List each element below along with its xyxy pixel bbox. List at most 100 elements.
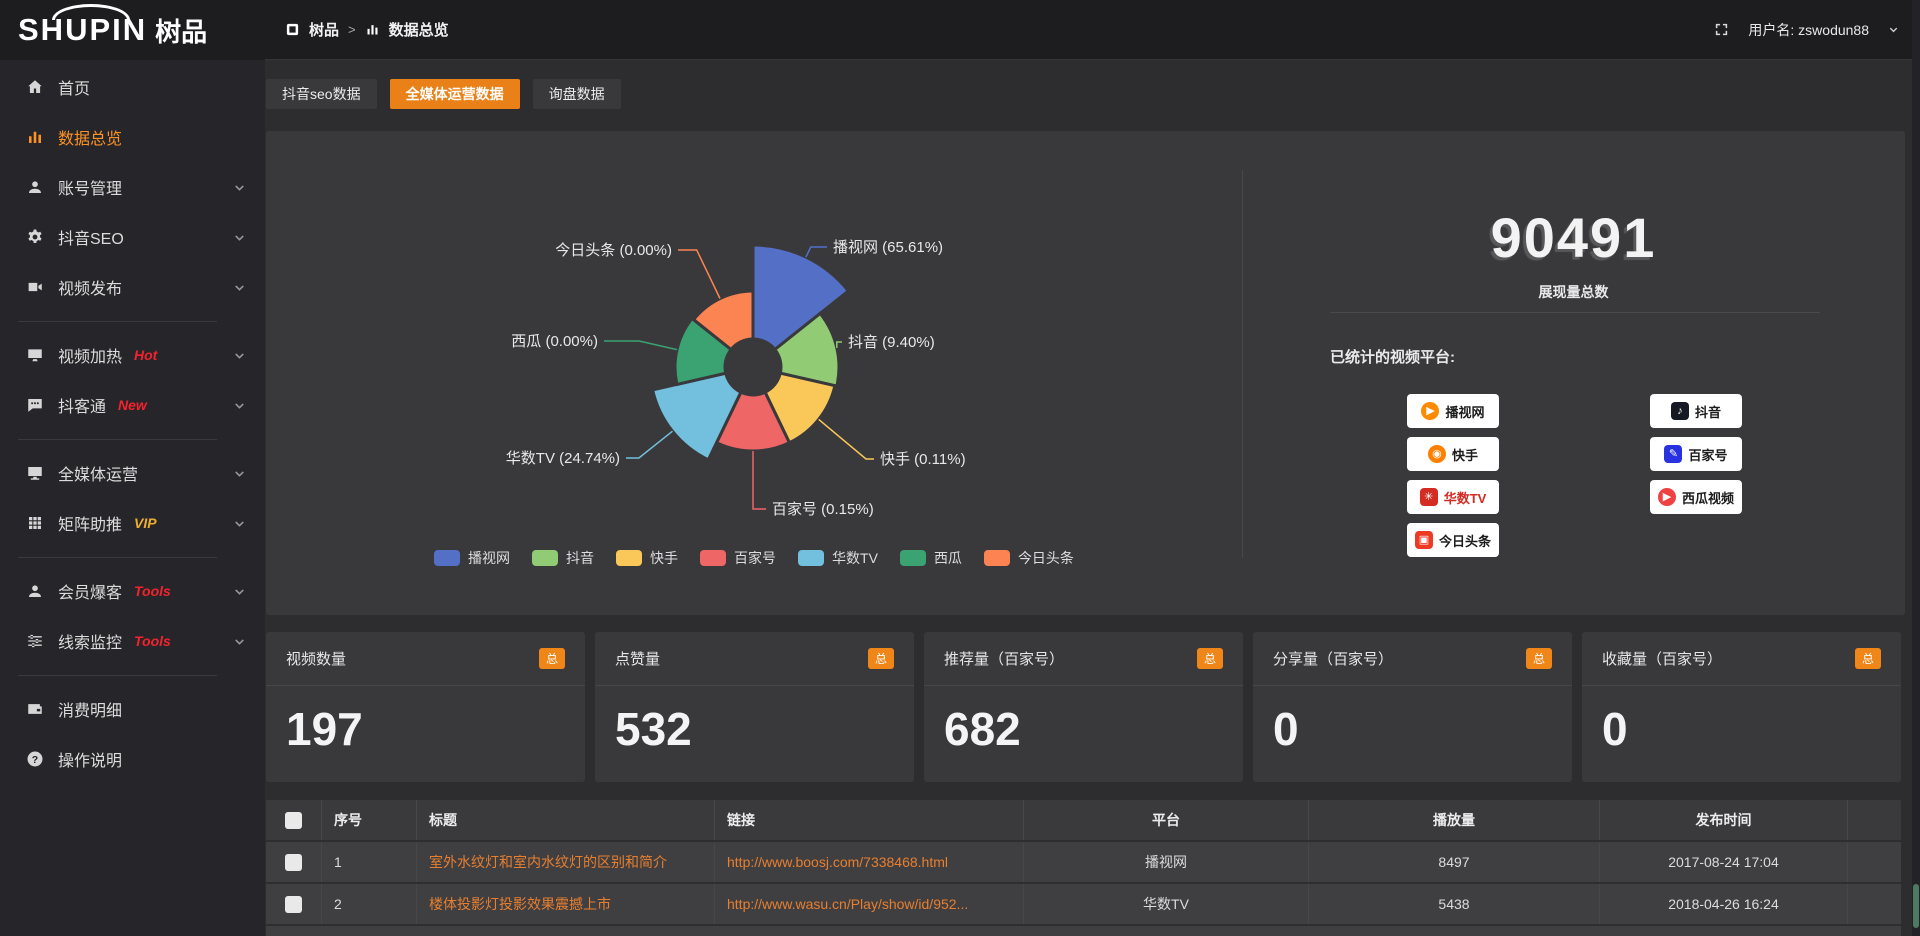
column-header: 序号 — [322, 800, 417, 840]
platform-badge-xigua[interactable]: ▶ 西瓜视频 — [1650, 480, 1742, 514]
sidebar-item-label: 抖音SEO — [58, 231, 124, 248]
stat-card-1: 点赞量 总 532 — [595, 632, 914, 782]
sidebar-item-video-heat[interactable]: 视频加热 Hot — [0, 330, 265, 380]
logo-arc-icon — [52, 4, 130, 20]
chat-icon — [28, 399, 42, 412]
platform-badge-name: 快手 — [1451, 447, 1478, 463]
stat-cards: 视频数量 总 197 点赞量 总 532 推荐量（百家号） 总 682 分享量（… — [266, 632, 1901, 782]
legend-item[interactable]: 西瓜 — [899, 548, 962, 568]
platform-badge-toutiao[interactable]: ▣ 今日头条 — [1407, 523, 1499, 557]
pie-slice-0[interactable] — [751, 243, 851, 352]
bar-chart-icon — [367, 25, 378, 35]
total-badge[interactable]: 总 — [1196, 648, 1223, 669]
column-header: 播放量 — [1309, 800, 1600, 840]
sidebar-item-member-baoke[interactable]: 会员爆客 Tools — [0, 566, 265, 616]
table-body: 1 室外水纹灯和室内水纹灯的区别和简介 http://www.boosj.com… — [266, 840, 1901, 924]
sidebar-item-clue-monitor[interactable]: 线索监控 Tools — [0, 616, 265, 666]
totals-pane: 90491 展现量总数 已统计的视频平台: ▶ 播视网 ◉ 快手 ✳ 华数TV … — [1242, 131, 1905, 615]
breadcrumb-root[interactable]: 树品 — [309, 22, 340, 39]
stat-card-2: 推荐量（百家号） 总 682 — [924, 632, 1243, 782]
select-all-checkbox[interactable] — [285, 811, 302, 829]
legend-item[interactable]: 今日头条 — [983, 548, 1074, 568]
total-badge[interactable]: 总 — [538, 648, 565, 669]
sidebar-item-matrix-boost[interactable]: 矩阵助推 VIP — [0, 498, 265, 548]
platform-badge-baijiahao-pen[interactable]: ✎ 百家号 — [1650, 437, 1742, 471]
cell-time: 2018-04-26 16:24 — [1600, 884, 1848, 924]
bar-chart-icon — [29, 131, 41, 143]
legend-item[interactable]: 抖音 — [532, 548, 594, 568]
chevron-down-icon — [235, 184, 244, 191]
pie-label-leader — [678, 249, 721, 299]
total-badge[interactable]: 总 — [1854, 648, 1881, 669]
chevron-down-icon[interactable] — [1887, 23, 1900, 36]
sidebar-item-data-overview[interactable]: 数据总览 — [0, 112, 265, 162]
sidebar-item-help[interactable]: ? 操作说明 — [0, 734, 265, 784]
sidebar-item-label: 视频加热 — [58, 349, 123, 366]
stat-card-value: 0 — [1273, 703, 1299, 755]
sidebar-item-label: 账号管理 — [58, 181, 123, 198]
chevron-down-icon — [235, 352, 244, 359]
platform-badge-name: 西瓜视频 — [1681, 490, 1734, 506]
user-menu[interactable]: 用户名: zswodun88 — [1748, 20, 1869, 40]
breadcrumb-separator: > — [348, 22, 356, 37]
stat-card-4: 收藏量（百家号） 总 0 — [1582, 632, 1901, 782]
platform-badge-douyin-note[interactable]: ♪ 抖音 — [1650, 394, 1742, 428]
sidebar-item-douketong[interactable]: 抖客通 New — [0, 380, 265, 430]
legend-item[interactable]: 百家号 — [700, 548, 776, 568]
pie-slice-5[interactable] — [673, 316, 734, 387]
user-label: 用户名: — [1748, 21, 1795, 38]
cell-title[interactable]: 室外水纹灯和室内水纹灯的区别和简介 — [417, 842, 715, 882]
chevron-down-icon — [235, 284, 244, 291]
panel-divider — [1242, 170, 1243, 558]
platforms-label: 已统计的视频平台: — [1330, 349, 1455, 366]
sidebar-item-tag: Tools — [134, 633, 171, 649]
platform-badge-wasu-star[interactable]: ✳ 华数TV — [1407, 480, 1499, 514]
table-header: 序号 标题 链接 平台 播放量 发布时间 — [266, 800, 1901, 840]
stat-card-title: 点赞量 — [615, 651, 661, 668]
sidebar-item-douyin-seo[interactable]: 抖音SEO — [0, 212, 265, 262]
sidebar-item-video-publish[interactable]: 视频发布 — [0, 262, 265, 312]
stat-card-title: 分享量（百家号） — [1273, 651, 1394, 668]
data-tabs: 抖音seo数据 全媒体运营数据 询盘数据 — [266, 79, 621, 109]
pie-slice-1[interactable] — [772, 311, 841, 388]
pie-label-leader — [818, 418, 874, 460]
legend-item[interactable]: 华数TV — [798, 548, 878, 568]
total-badge[interactable]: 总 — [867, 648, 894, 669]
sidebar-item-home[interactable]: 首页 — [0, 62, 265, 112]
sidebar-item-label: 线索监控 — [58, 635, 123, 652]
legend-item[interactable]: 播视网 — [434, 548, 510, 568]
fullscreen-icon[interactable] — [1713, 21, 1730, 38]
pie-label: 播视网 (65.61%) — [833, 239, 943, 256]
sidebar-item-media-operation[interactable]: 全媒体运营 — [0, 448, 265, 498]
platform-badge-boosj-play[interactable]: ▶ 播视网 — [1407, 394, 1499, 428]
row-checkbox[interactable] — [285, 853, 302, 871]
boosj-play-icon: ▶ — [1421, 402, 1440, 420]
total-badge[interactable]: 总 — [1525, 648, 1552, 669]
tab-media-ops-data[interactable]: 全媒体运营数据 — [389, 79, 520, 109]
pie-slice-4[interactable] — [650, 371, 743, 462]
breadcrumb-current[interactable]: 数据总览 — [388, 22, 449, 39]
sidebar: SHUPIN 树品 首页 数据总览 账号管理 抖音SEO 视频发布 视频加热 H… — [0, 0, 265, 936]
scrollbar-track[interactable] — [1912, 0, 1920, 936]
row-checkbox[interactable] — [285, 895, 302, 913]
cell-title[interactable]: 楼体投影灯投影效果震撼上市 — [417, 884, 715, 924]
legend-item[interactable]: 快手 — [616, 548, 678, 568]
sidebar-item-expense-detail[interactable]: 消费明细 — [0, 684, 265, 734]
pie-label-leader — [836, 341, 842, 348]
stat-card-value: 532 — [615, 703, 692, 755]
tab-douyin-seo-data[interactable]: 抖音seo数据 — [266, 79, 377, 109]
chevron-down-icon — [235, 520, 244, 527]
pie-label-leader — [805, 246, 827, 258]
platform-badge-name: 百家号 — [1688, 447, 1728, 463]
overview-panel: 播视网 (65.61%) 抖音 (9.40%) 快手 (0.11%) 百家号 (0.1… — [266, 131, 1905, 615]
username: zswodun88 — [1798, 21, 1869, 38]
tab-inquiry-data[interactable]: 询盘数据 — [532, 79, 621, 109]
cell-link[interactable]: http://www.boosj.com/7338468.html — [715, 842, 1024, 882]
sidebar-item-tag: VIP — [134, 515, 157, 531]
scrollbar-thumb[interactable] — [1913, 884, 1919, 928]
pie-slice-6[interactable] — [691, 289, 755, 352]
wasu-star-icon: ✳ — [1419, 488, 1438, 506]
sidebar-item-account-manage[interactable]: 账号管理 — [0, 162, 265, 212]
cell-link[interactable]: http://www.wasu.cn/Play/show/id/952... — [715, 884, 1024, 924]
platform-badge-kuaishou[interactable]: ◉ 快手 — [1407, 437, 1499, 471]
